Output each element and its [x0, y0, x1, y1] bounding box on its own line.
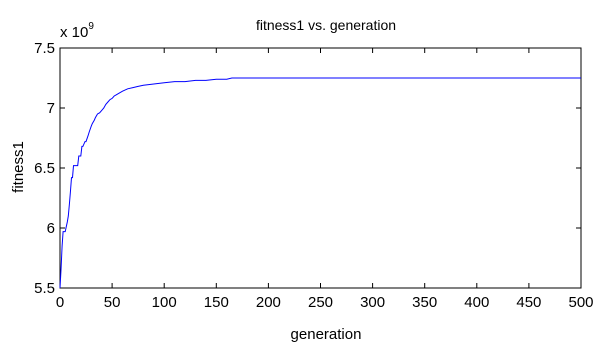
x-tick-label: 250	[308, 294, 333, 311]
x-tick-label: 0	[56, 294, 64, 311]
x-tick-label: 350	[412, 294, 437, 311]
y-tick-label: 6	[47, 220, 55, 237]
x-tick-label: 450	[516, 294, 541, 311]
x-tick-label: 300	[360, 294, 385, 311]
x-tick-label: 200	[256, 294, 281, 311]
y-axis-label: fitness1	[10, 141, 27, 193]
x-tick-label: 50	[104, 294, 121, 311]
series-lines	[59, 77, 581, 289]
x-tick-label: 150	[204, 294, 229, 311]
y-exponent-label: x 109	[60, 21, 94, 41]
y-tick-label: 6.5	[34, 160, 55, 177]
x-axis: 0 50 100 150 200 250 300 350 400 450 500	[56, 48, 593, 311]
y-tick-label: 5.5	[34, 280, 55, 297]
chart-title: fitness1 vs. generation	[256, 17, 396, 33]
x-tick-label: 400	[464, 294, 489, 311]
x-axis-label: generation	[291, 326, 362, 343]
x-tick-label: 100	[152, 294, 177, 311]
y-tick-label: 7	[47, 100, 55, 117]
plot-area	[59, 47, 582, 289]
series-line	[59, 77, 581, 289]
x-tick-label: 500	[568, 294, 593, 311]
y-tick-label: 7.5	[34, 40, 55, 57]
y-axis: 5.5 6 6.5 7 7.5	[34, 40, 581, 297]
